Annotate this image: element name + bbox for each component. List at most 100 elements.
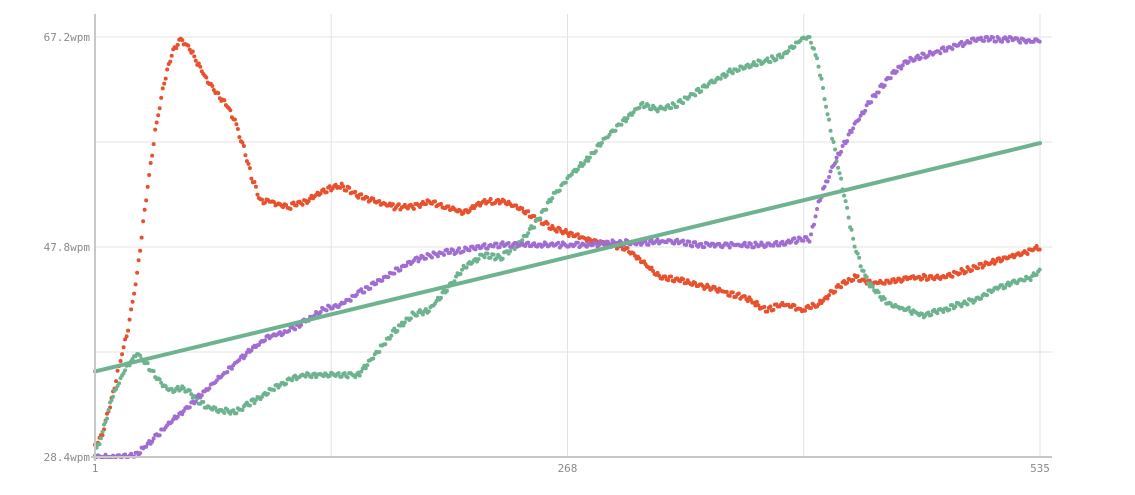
data-point xyxy=(365,195,370,200)
data-point xyxy=(494,256,499,261)
data-point xyxy=(145,184,150,189)
data-point xyxy=(900,63,905,68)
data-point xyxy=(968,40,973,45)
data-point xyxy=(144,198,149,203)
data-point xyxy=(485,251,490,256)
data-point xyxy=(984,293,989,298)
data-point xyxy=(374,281,379,286)
data-point xyxy=(846,215,851,220)
data-point xyxy=(458,208,463,213)
data-point xyxy=(857,255,862,260)
data-point xyxy=(742,240,747,245)
data-point xyxy=(290,378,295,383)
data-point xyxy=(833,147,838,152)
data-point xyxy=(216,91,221,96)
data-point xyxy=(619,122,624,127)
data-point xyxy=(225,370,230,375)
data-point xyxy=(622,116,627,121)
data-point xyxy=(392,326,397,331)
x-tick-label: 268 xyxy=(558,462,578,475)
data-point xyxy=(222,98,227,103)
data-point xyxy=(318,309,323,314)
data-point xyxy=(151,436,156,441)
data-point xyxy=(141,219,146,224)
data-point xyxy=(825,296,830,301)
data-point xyxy=(938,51,943,56)
data-point xyxy=(222,410,227,415)
data-point xyxy=(623,119,628,124)
data-point xyxy=(103,420,108,425)
data-point xyxy=(669,274,674,279)
data-point xyxy=(473,247,478,252)
data-point xyxy=(500,256,505,261)
data-point xyxy=(150,153,155,158)
data-point xyxy=(646,103,651,108)
data-point xyxy=(842,193,847,198)
data-point xyxy=(100,433,105,438)
data-point xyxy=(408,316,413,321)
data-point xyxy=(356,195,361,200)
data-point xyxy=(584,244,589,249)
data-point xyxy=(97,442,102,447)
data-point xyxy=(774,57,779,62)
data-point xyxy=(675,237,680,242)
data-point xyxy=(347,185,352,190)
data-point xyxy=(496,197,501,202)
data-point xyxy=(249,348,254,353)
data-point xyxy=(401,323,406,328)
data-point xyxy=(99,436,104,441)
data-point xyxy=(593,241,598,246)
data-point xyxy=(851,236,856,241)
data-point xyxy=(718,76,723,81)
data-point xyxy=(324,190,329,195)
data-point xyxy=(526,209,531,214)
data-point xyxy=(293,373,298,378)
data-point xyxy=(386,274,391,279)
data-point xyxy=(882,83,887,88)
data-point xyxy=(920,311,925,316)
data-point xyxy=(135,270,140,275)
data-point xyxy=(607,132,612,137)
data-point xyxy=(168,59,173,64)
data-point xyxy=(736,68,741,73)
data-point xyxy=(813,53,818,58)
data-point xyxy=(941,310,946,315)
data-point xyxy=(321,187,326,192)
data-point xyxy=(359,287,364,292)
data-point xyxy=(240,408,245,413)
data-point xyxy=(926,53,931,58)
data-point xyxy=(138,353,143,358)
data-point xyxy=(333,182,338,187)
data-point xyxy=(532,214,537,219)
data-point xyxy=(359,369,364,374)
data-point xyxy=(451,248,456,253)
data-point xyxy=(757,59,762,64)
data-point xyxy=(777,52,782,57)
data-point xyxy=(748,241,753,246)
data-point xyxy=(724,73,729,78)
data-point xyxy=(240,140,245,145)
data-point xyxy=(599,140,604,145)
data-point xyxy=(899,66,904,71)
data-point xyxy=(830,136,835,141)
data-point xyxy=(438,295,443,300)
data-point xyxy=(577,164,582,169)
data-point xyxy=(935,311,940,316)
data-point xyxy=(429,255,434,260)
data-point xyxy=(178,387,183,392)
data-point xyxy=(129,307,134,312)
data-point xyxy=(514,203,519,208)
data-point xyxy=(130,299,135,304)
data-point xyxy=(151,142,156,147)
y-tick-label: 47.8wpm xyxy=(44,241,91,254)
data-point xyxy=(432,199,437,204)
data-point xyxy=(637,105,642,110)
data-point xyxy=(371,356,376,361)
data-point xyxy=(1034,272,1039,277)
data-point xyxy=(438,201,443,206)
data-point xyxy=(693,280,698,285)
data-point xyxy=(387,336,392,341)
data-point xyxy=(135,450,140,455)
data-point xyxy=(354,292,359,297)
